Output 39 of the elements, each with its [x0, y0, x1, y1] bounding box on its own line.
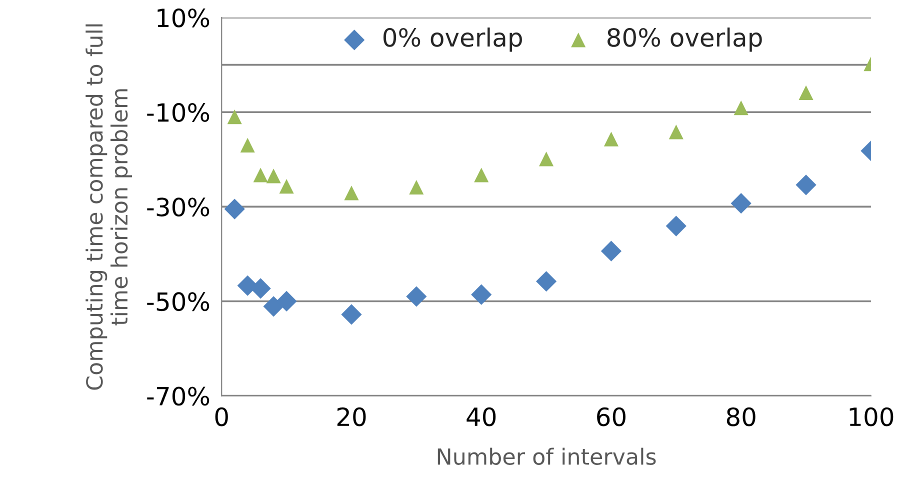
- legend-label: 0% overlap: [383, 28, 522, 52]
- x-tick-label: 100: [850, 407, 894, 426]
- point: [474, 168, 489, 182]
- y-tick-label: 10%: [158, 8, 210, 28]
- point: [406, 286, 427, 307]
- point: [730, 193, 752, 214]
- y-tick-label: -30%: [147, 198, 210, 217]
- x-axis-title: Number of intervals: [438, 448, 656, 465]
- point: [668, 124, 684, 140]
- y-tick-label: -50%: [147, 292, 210, 312]
- point: [600, 240, 622, 262]
- point: [227, 110, 242, 124]
- x-tick-label: 60: [597, 407, 626, 426]
- point: [341, 304, 362, 325]
- point: [536, 271, 557, 292]
- y-axis-title: Computing time compared to full time horizon problem: [86, 24, 132, 390]
- point: [798, 85, 814, 100]
- x-tick-label: 80: [726, 407, 756, 426]
- point: [796, 174, 816, 196]
- point: [224, 198, 245, 220]
- legend-label: 80% overlap: [608, 28, 762, 52]
- point: [666, 216, 686, 236]
- point: [539, 152, 554, 166]
- point: [409, 180, 424, 195]
- point: [471, 284, 492, 305]
- point: [240, 138, 255, 152]
- point: [276, 290, 297, 312]
- point: [253, 168, 268, 182]
- y-tick-label: -10%: [147, 103, 210, 122]
- point: [734, 100, 748, 116]
- point: [263, 296, 284, 317]
- point: [344, 186, 359, 200]
- x-tick-label: 20: [337, 407, 366, 426]
- x-tick-label: 0: [215, 407, 228, 426]
- point: [279, 179, 294, 194]
- y-tick-label: -70%: [147, 386, 210, 406]
- x-tick-label: 40: [466, 407, 496, 426]
- point: [604, 132, 619, 146]
- point: [266, 168, 281, 184]
